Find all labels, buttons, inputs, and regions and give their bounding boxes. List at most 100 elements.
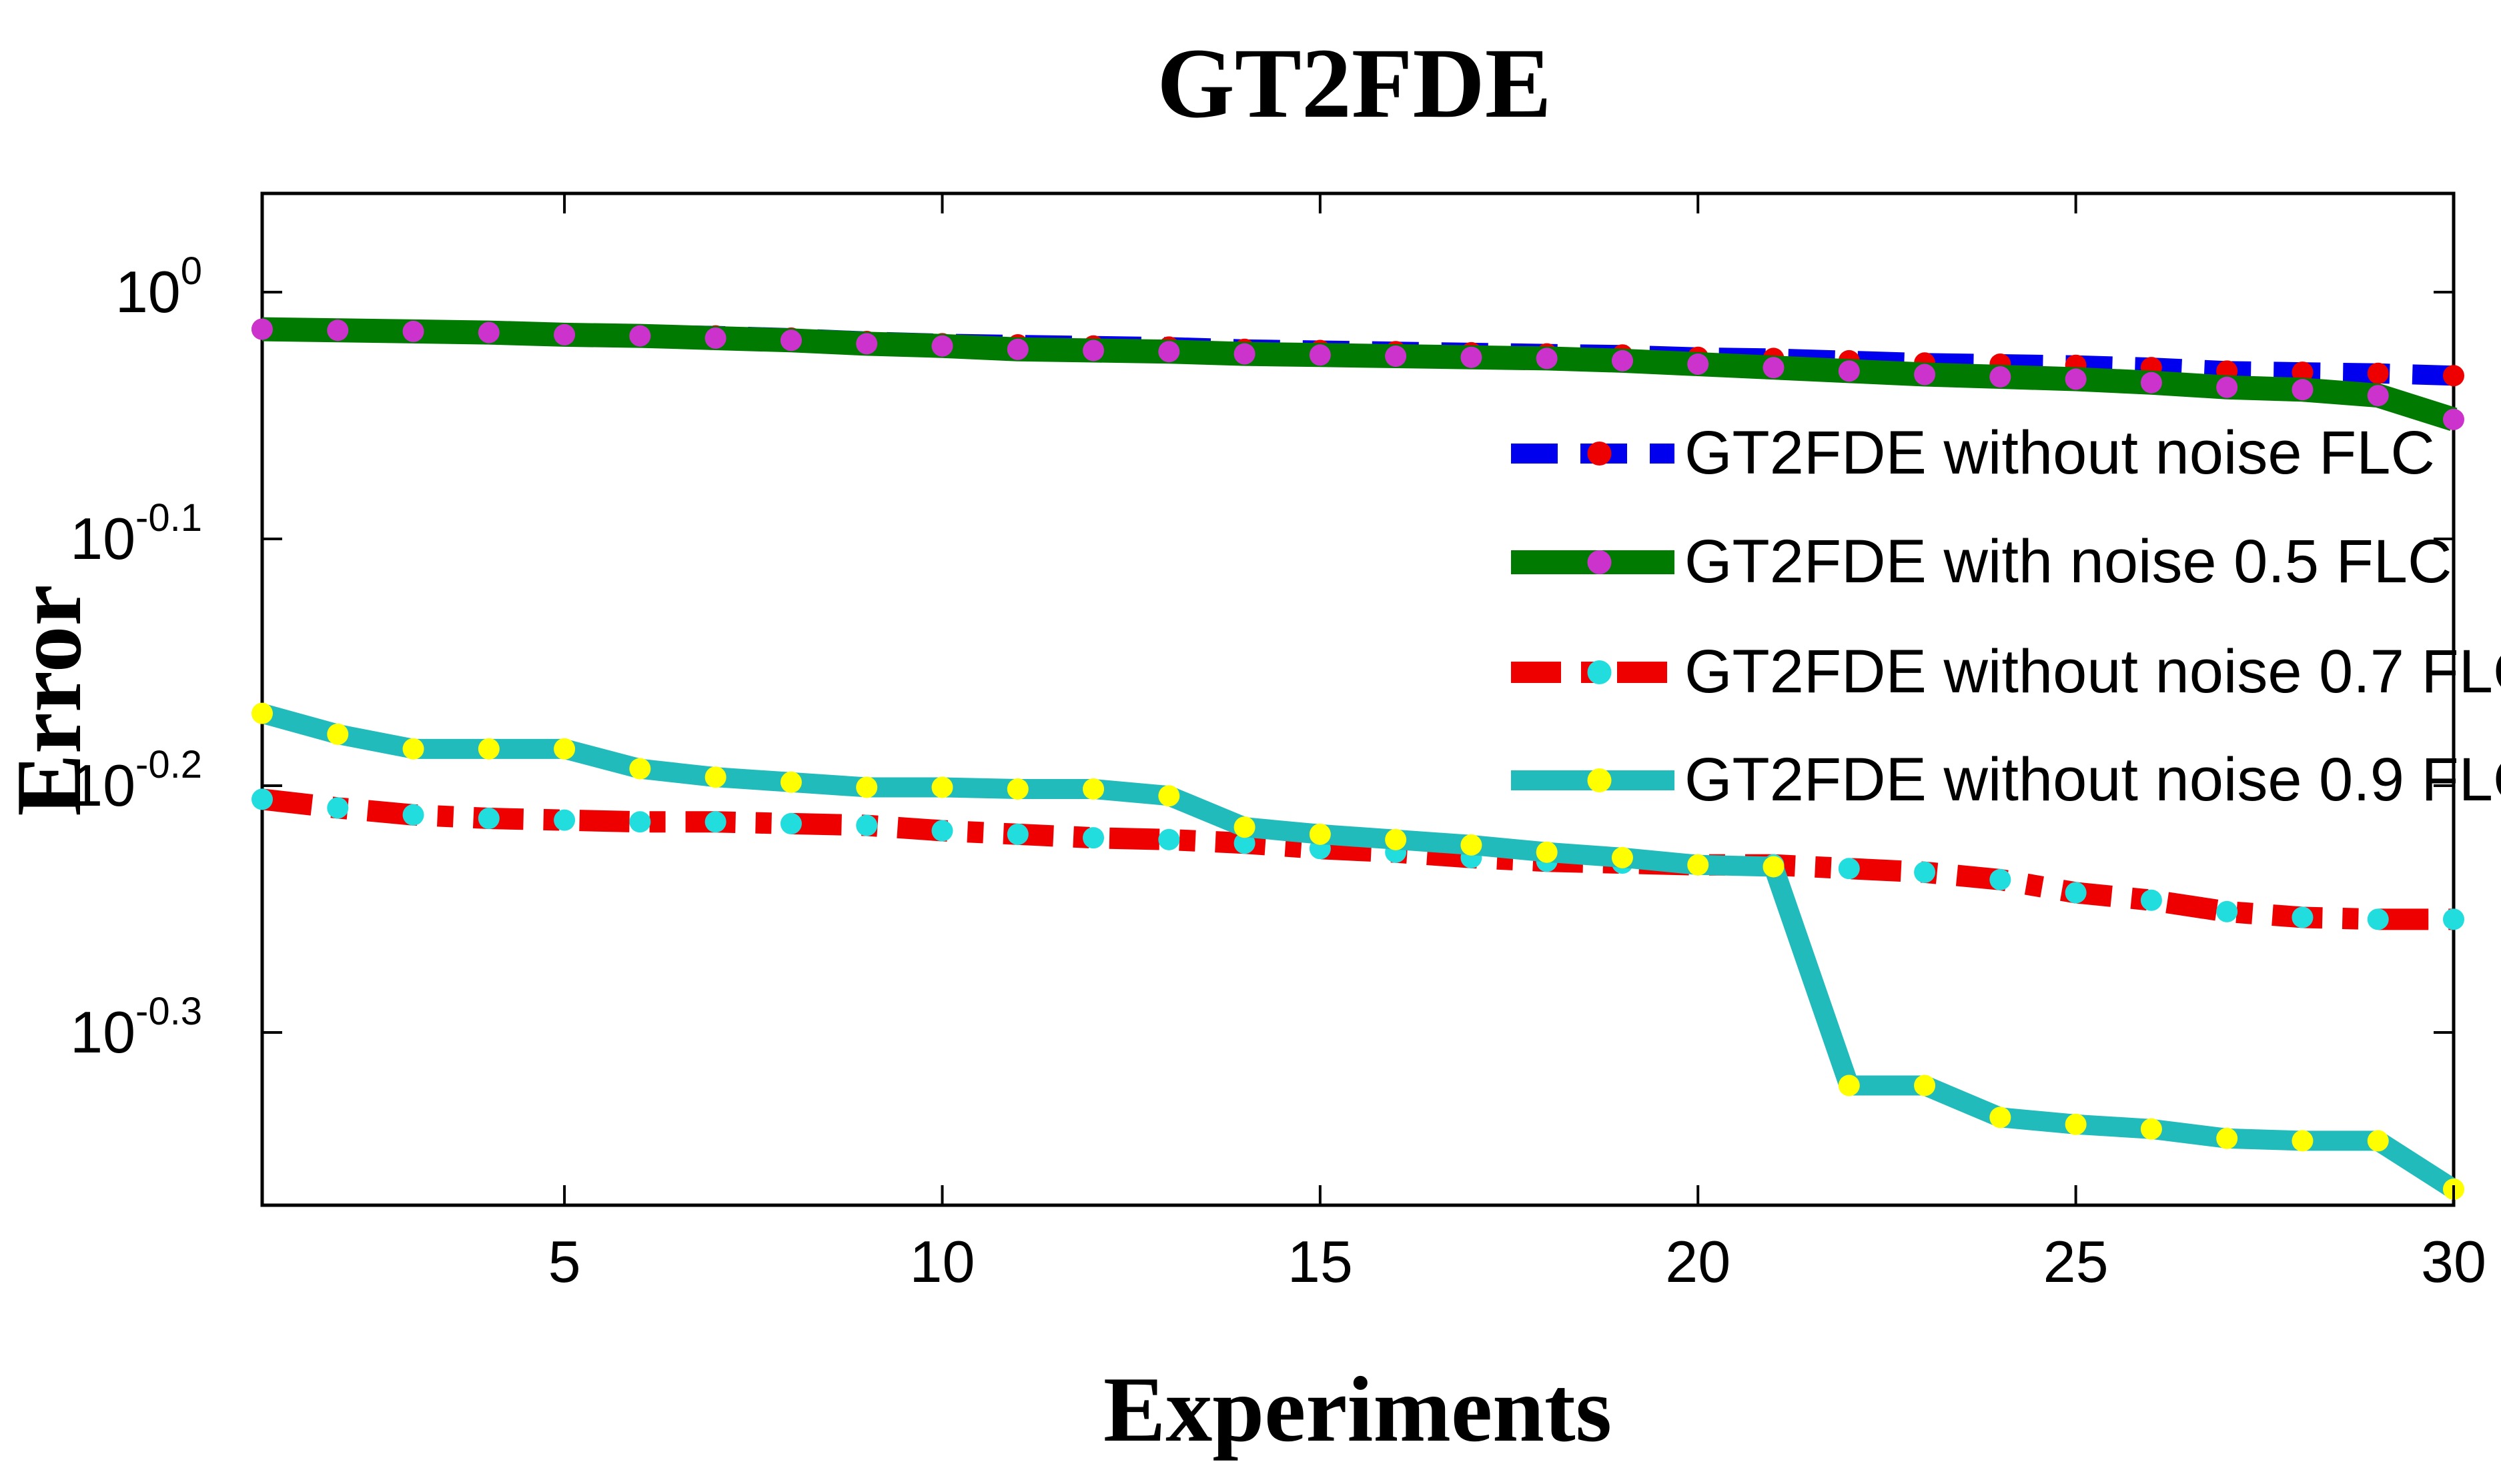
series-2-point <box>2140 372 2162 394</box>
chart-title: GT2FDE <box>1157 28 1552 139</box>
series-2-point <box>1083 339 1105 361</box>
series-4-point <box>1611 846 1633 868</box>
x-axis-label: Experiments <box>1103 1358 1612 1461</box>
series-3-point <box>402 804 424 826</box>
series-2-point <box>1914 363 1936 386</box>
series-2-point <box>1763 357 1785 379</box>
series-2-point <box>1611 349 1633 372</box>
series-2-point <box>478 321 500 343</box>
series-4-point <box>704 766 726 788</box>
y-tick-label: 10-0.3 <box>70 990 202 1065</box>
series-2-point <box>2443 408 2464 430</box>
series-4-point <box>856 776 878 798</box>
legend-marker-2 <box>1587 550 1612 574</box>
tick-layer: 5 10 15 20 25 30 100 10-0.1 10-0.2 10-0.3 <box>70 193 2486 1295</box>
legend: GT2FDE without noise FLC GT2FDE with nois… <box>1511 419 2501 814</box>
series-4-point <box>1460 834 1482 856</box>
y-tick-label: 100 <box>115 249 202 325</box>
legend-label-4: GT2FDE without noise 0.9 FLC <box>1684 746 2501 814</box>
series-3-point <box>478 808 500 830</box>
series-3-point <box>2292 906 2314 928</box>
series-4-point <box>252 702 273 724</box>
series-4-point <box>1007 778 1029 800</box>
series-2-point <box>2216 376 2238 398</box>
series-1-point <box>2367 362 2389 384</box>
series-3-point <box>1989 868 2011 890</box>
series-4-point <box>1838 1074 1860 1096</box>
legend-label-2: GT2FDE with noise 0.5 FLC <box>1684 528 2452 596</box>
series-4-point <box>554 738 576 760</box>
series-2-point <box>1460 346 1482 368</box>
series-2-point <box>1385 345 1407 367</box>
y-tick-label: 10-0.1 <box>70 496 202 572</box>
series-4-point <box>2367 1130 2389 1152</box>
legend-label-1: GT2FDE without noise FLC <box>1684 419 2435 487</box>
series-3-point <box>1158 828 1180 850</box>
series-2-point <box>629 325 651 347</box>
series-2-point <box>2292 379 2314 401</box>
x-tick-label: 25 <box>2043 1229 2109 1295</box>
series-3-point <box>780 812 802 834</box>
series-4-point <box>1914 1074 1936 1096</box>
x-tick-label: 15 <box>1288 1229 1353 1295</box>
series-2-point <box>554 323 576 345</box>
series-2-point <box>1838 360 1860 382</box>
series-4-point <box>1536 841 1558 863</box>
series-2-point <box>856 333 878 355</box>
legend-marker-4 <box>1587 768 1612 792</box>
series-4-point <box>1083 778 1105 800</box>
series-line-2 <box>262 317 2458 432</box>
series-4-point <box>402 738 424 760</box>
series-3-point <box>931 820 953 842</box>
series-4-point <box>931 776 953 798</box>
legend-label-3: GT2FDE without noise 0.7 FLC <box>1684 638 2501 706</box>
series-3-point <box>1233 832 1256 854</box>
series-4-point <box>2140 1118 2162 1140</box>
series-3-point <box>554 809 576 831</box>
series-layer <box>252 317 2464 1200</box>
series-3-point <box>1914 861 1936 883</box>
y-axis-label: Error <box>0 584 101 816</box>
series-2-point <box>780 329 802 351</box>
legend-marker-1 <box>1587 442 1612 466</box>
series-3-point <box>2065 882 2087 904</box>
series-1-point <box>2443 365 2464 387</box>
series-4-point <box>629 758 651 780</box>
y-tick-label: 10-0.2 <box>70 743 202 818</box>
series-3-point <box>629 811 651 833</box>
series-4-point <box>1989 1106 2011 1129</box>
series-3-point <box>327 797 349 819</box>
series-3-point <box>2443 908 2464 930</box>
series-4-point <box>2216 1127 2238 1149</box>
series-2-point <box>2065 368 2087 390</box>
legend-marker-3 <box>1587 660 1612 684</box>
series-3-point <box>1007 823 1029 845</box>
series-2-point <box>327 319 349 341</box>
series-2-point <box>1007 338 1029 360</box>
x-tick-label: 20 <box>1665 1229 1730 1295</box>
series-3-point <box>2367 908 2389 930</box>
x-tick-label: 5 <box>548 1229 581 1295</box>
series-4-point <box>2292 1130 2314 1152</box>
series-2-point <box>1989 366 2011 388</box>
series-3-point <box>1838 858 1860 880</box>
series-4-point <box>478 738 500 760</box>
series-4-point <box>1687 854 1709 876</box>
series-3-point <box>2140 889 2162 911</box>
series-4-point <box>2065 1113 2087 1135</box>
series-4-point <box>1233 816 1256 838</box>
x-tick-label: 10 <box>910 1229 975 1295</box>
series-4-point <box>1158 785 1180 807</box>
series-2-point <box>1233 343 1256 365</box>
x-tick-label: 30 <box>2421 1229 2486 1295</box>
series-3-point <box>2216 900 2238 922</box>
series-4-point <box>1309 823 1331 845</box>
series-line-3 <box>261 788 2454 930</box>
series-4-point <box>1385 828 1407 850</box>
series-2-point <box>1536 347 1558 369</box>
series-4-point <box>1763 856 1785 878</box>
series-4-point <box>327 723 349 745</box>
series-3-point <box>252 788 273 810</box>
series-3-point <box>704 811 726 833</box>
